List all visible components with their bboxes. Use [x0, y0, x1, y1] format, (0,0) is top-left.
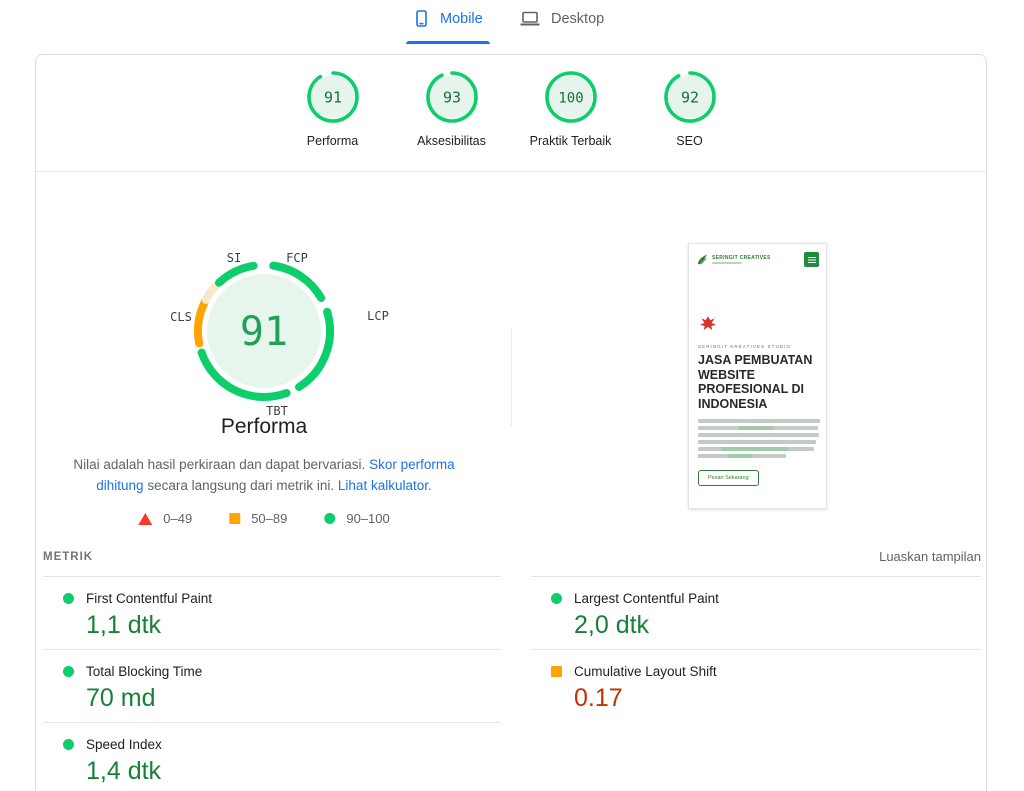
tbt-label: TBT: [266, 404, 288, 418]
hamburger-menu-icon: [804, 252, 819, 267]
cls-arc-remainder: [201, 281, 221, 305]
metric-value: 0.17: [574, 684, 623, 712]
metrics-column-right: Largest Contentful Paint 2,0 dtk Cumulat…: [531, 576, 981, 791]
legend-average: 50–89: [229, 511, 287, 526]
good-dot-icon: [63, 739, 74, 750]
good-dot-icon: [63, 666, 74, 677]
thumb-brand-text: SERINGIT CREATIVES: [712, 254, 771, 261]
vertical-divider: [511, 328, 512, 426]
metric-value: 1,1 dtk: [86, 611, 162, 639]
best-practices-score-ring: 100: [544, 71, 597, 123]
tab-mobile[interactable]: Mobile: [412, 9, 483, 28]
mobile-phone-icon: [412, 9, 430, 28]
lcp-label: LCP: [367, 309, 389, 323]
score-best-practices[interactable]: 100 Praktik Terbaik: [511, 69, 630, 148]
fail-triangle-icon: [138, 512, 153, 525]
site-screenshot-thumbnail[interactable]: SERINGIT CREATIVES SERINGIT KREATIVES ST…: [688, 243, 827, 509]
thumb-tagline: SERINGIT KREATIVES STUDIO: [698, 344, 792, 349]
average-square-icon: [229, 513, 241, 524]
performance-gauge-svg: 91: [194, 261, 334, 401]
score-legend: 0–49 50–89 90–100: [138, 511, 390, 526]
lcp-arc: [294, 307, 334, 391]
thumb-brand-subline: [712, 261, 742, 265]
score-label: Aksesibilitas: [417, 134, 486, 148]
score-calc-link[interactable]: Skor performa dihitung: [96, 457, 455, 493]
svg-text:93: 93: [442, 89, 460, 107]
metric-value: 1,4 dtk: [86, 757, 162, 785]
garuda-emblem-icon: [699, 316, 717, 331]
metrics-header: METRIK Luaskan tampilan: [43, 549, 981, 564]
metric-name: Largest Contentful Paint: [574, 591, 719, 606]
legend-range: 0–49: [163, 511, 193, 526]
metric-cumulative-layout-shift: Cumulative Layout Shift 0.17: [531, 649, 981, 722]
pass-circle-icon: [324, 513, 336, 524]
calculator-link[interactable]: Lihat kalkulator.: [337, 478, 432, 493]
score-label: Performa: [306, 134, 359, 148]
tab-desktop[interactable]: Desktop: [519, 9, 604, 28]
metric-empty-cell: [531, 722, 981, 791]
section-divider: [36, 171, 986, 172]
performance-gauge-title: Performa: [220, 415, 308, 438]
active-tab-underline: [406, 41, 490, 44]
cls-label: CLS: [170, 310, 192, 324]
expand-view-link[interactable]: Luaskan tampilan: [879, 549, 981, 564]
seo-score-ring: 92: [663, 71, 716, 123]
metric-name: Cumulative Layout Shift: [574, 664, 717, 679]
fcp-arc: [269, 261, 326, 302]
score-label: Praktik Terbaik: [529, 134, 612, 148]
score-label: SEO: [676, 134, 703, 148]
device-tabbar: Mobile Desktop: [0, 0, 1024, 48]
average-square-icon: [551, 666, 562, 677]
category-scores-row: 91 Performa 93 Aksesibilitas 100 Prakti: [36, 69, 986, 148]
thumb-heading: JASA PEMBUATAN WEBSITE PROFESIONAL DI IN…: [698, 353, 813, 411]
metric-name: First Contentful Paint: [86, 591, 213, 606]
si-label: SI: [226, 251, 242, 265]
thumb-cta-button[interactable]: Pesan Sekarang: [698, 470, 759, 486]
metric-first-contentful-paint: First Contentful Paint 1,1 dtk: [43, 576, 501, 649]
score-accessibility[interactable]: 93 Aksesibilitas: [392, 69, 511, 148]
tab-mobile-label: Mobile: [440, 10, 483, 27]
metric-name: Total Blocking Time: [86, 664, 203, 679]
metrics-section-title: METRIK: [43, 550, 94, 563]
score-seo[interactable]: 92 SEO: [630, 69, 749, 148]
cls-arc: [194, 298, 209, 348]
metrics-column-left: First Contentful Paint 1,1 dtk Total Blo…: [43, 576, 501, 791]
thumb-brand-block: SERINGIT CREATIVES: [712, 255, 771, 265]
tbt-arc: [197, 348, 291, 401]
disclaimer-text-2: secara langsung dari metrik ini.: [147, 478, 335, 493]
metric-speed-index: Speed Index 1,4 dtk: [43, 722, 501, 791]
thumb-site-body: SERINGIT KREATIVES STUDIO JASA PEMBUATAN…: [689, 273, 826, 486]
performance-gauge-value: 91: [240, 309, 288, 355]
report-card: 91 Performa 93 Aksesibilitas 100 Prakti: [35, 54, 987, 791]
metric-total-blocking-time: Total Blocking Time 70 md: [43, 649, 501, 722]
good-dot-icon: [63, 593, 74, 604]
performance-gauge: 91: [184, 251, 344, 411]
site-logo-icon: [697, 254, 708, 265]
thumb-site-header: SERINGIT CREATIVES: [689, 244, 826, 273]
si-arc: [214, 261, 258, 287]
metrics-grid: First Contentful Paint 1,1 dtk Total Blo…: [43, 576, 981, 791]
svg-text:92: 92: [680, 89, 698, 107]
legend-range: 50–89: [251, 511, 288, 526]
legend-fail: 0–49: [138, 511, 192, 526]
svg-text:100: 100: [558, 91, 583, 107]
metric-value: 2,0 dtk: [574, 611, 650, 639]
metric-name: Speed Index: [86, 737, 162, 752]
svg-text:91: 91: [323, 89, 341, 107]
metric-largest-contentful-paint: Largest Contentful Paint 2,0 dtk: [531, 576, 981, 649]
fcp-label: FCP: [286, 251, 308, 265]
score-disclaimer: Nilai adalah hasil perkiraan dan dapat b…: [54, 454, 474, 496]
desktop-laptop-icon: [519, 9, 541, 28]
legend-pass: 90–100: [324, 511, 390, 526]
legend-range: 90–100: [346, 511, 390, 526]
metric-value: 70 md: [86, 684, 156, 712]
score-performance[interactable]: 91 Performa: [273, 69, 392, 148]
tab-desktop-label: Desktop: [551, 10, 605, 27]
thumb-paragraph-placeholder: [698, 419, 820, 458]
good-dot-icon: [551, 593, 562, 604]
accessibility-score-ring: 93: [425, 71, 478, 123]
disclaimer-text-1: Nilai adalah hasil perkiraan dan dapat b…: [73, 457, 366, 472]
performance-score-ring: 91: [306, 71, 359, 123]
